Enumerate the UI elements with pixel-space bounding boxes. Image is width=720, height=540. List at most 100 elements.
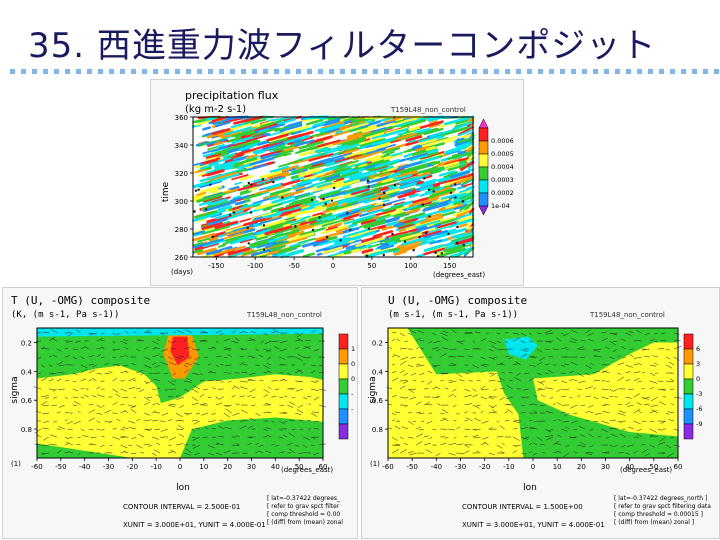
precip-streak <box>239 175 254 181</box>
plot-note: [ (diff) from (mean) zonal <box>267 519 343 526</box>
vector-arrow <box>493 356 497 359</box>
precip-streak <box>316 215 332 222</box>
precip-dot <box>422 177 426 180</box>
u-ylabel: sigma <box>368 376 378 403</box>
precip-streak <box>192 248 203 254</box>
vector-arrow <box>391 419 395 422</box>
vector-arrow <box>433 364 441 368</box>
vector-arrow <box>668 419 675 422</box>
title-dot <box>604 69 609 74</box>
vector-arrow <box>42 404 49 406</box>
vector-arrow <box>100 428 105 431</box>
vector-arrow <box>204 356 208 358</box>
title-dot-row <box>10 69 719 74</box>
precip-streak <box>321 224 349 235</box>
x-tick-label: 50 <box>295 463 304 471</box>
vector-arrow <box>569 370 574 374</box>
vector-arrow <box>96 372 102 375</box>
precip-streak <box>455 212 474 221</box>
title-dot <box>450 69 455 74</box>
precip-streak <box>396 118 422 128</box>
vector-arrow <box>617 362 625 366</box>
vector-arrow <box>636 433 642 438</box>
vector-arrow <box>665 412 670 415</box>
vector-arrow <box>268 386 272 390</box>
vector-arrow <box>416 401 422 406</box>
x-tick-label: -50 <box>288 262 299 270</box>
vector-arrow <box>263 388 270 394</box>
vector-arrow <box>112 401 118 406</box>
precip-dot <box>325 235 329 239</box>
precip-streak <box>366 147 387 156</box>
precip-streak <box>416 171 431 178</box>
precip-streak <box>437 221 457 229</box>
vector-arrow <box>472 394 479 398</box>
precip-streak <box>208 217 229 226</box>
precip-streak <box>245 184 258 191</box>
vector-arrow <box>88 404 94 406</box>
precip-streak <box>308 215 327 222</box>
t-xunit: (degrees_east) <box>281 466 333 474</box>
title-dot <box>76 69 81 74</box>
precip-streak <box>414 212 433 221</box>
vector-arrow <box>493 388 497 391</box>
vector-arrow <box>408 364 414 368</box>
vector-arrow <box>295 356 303 361</box>
precip-streak <box>299 226 329 237</box>
precip-dot <box>382 191 386 195</box>
precip-streak <box>278 244 302 253</box>
precip-streak <box>266 171 289 180</box>
vector-arrow <box>424 442 431 446</box>
x-tick-label: -150 <box>208 262 224 270</box>
vector-arrow <box>297 353 304 358</box>
vector-arrow <box>457 355 465 358</box>
t-composite-panel: T (U, -OMG) composite (K, (m s-1, Pa s-1… <box>2 287 358 539</box>
precip-streak <box>191 193 206 200</box>
vector-arrow <box>585 452 593 456</box>
precip-streak <box>241 127 257 134</box>
vector-arrow <box>650 404 658 407</box>
vector-arrow <box>272 328 280 334</box>
vector-arrow <box>312 411 320 414</box>
vector-arrow <box>303 356 312 358</box>
vector-arrow <box>456 426 460 430</box>
title-dot <box>505 69 510 74</box>
vector-arrow <box>441 409 449 414</box>
precip-streak <box>196 247 217 256</box>
u-units-line: XUNIT = 3.000E+01, YUNIT = 4.000E-01 <box>462 521 605 529</box>
vector-arrow <box>136 348 141 352</box>
vector-arrow <box>199 394 205 398</box>
precip-streak <box>447 170 458 176</box>
precip-xticks: -150 -100 -50 0 50 100 150 <box>208 257 456 270</box>
vector-arrow <box>50 434 57 438</box>
title-dot <box>406 69 411 74</box>
precip-streak <box>386 191 398 196</box>
vector-arrow <box>637 380 642 383</box>
vector-arrow <box>155 402 161 406</box>
vector-arrow <box>259 379 264 382</box>
vector-arrow <box>394 411 401 414</box>
vector-arrow <box>464 403 473 406</box>
title-dot <box>186 69 191 74</box>
vector-arrow <box>211 412 216 416</box>
vector-arrow <box>652 355 658 358</box>
vector-arrow <box>488 340 497 344</box>
precip-streak <box>214 143 225 149</box>
precip-streak <box>419 120 444 129</box>
precip-streak <box>239 126 257 133</box>
vector-arrow <box>130 409 137 414</box>
vector-arrow <box>176 396 185 400</box>
vector-arrow <box>480 385 486 390</box>
vector-arrow <box>440 442 447 446</box>
vector-arrow <box>441 347 449 350</box>
y-tick-label: 360 <box>175 114 188 122</box>
vector-arrow <box>274 444 280 447</box>
precip-streak <box>374 170 391 177</box>
precip-streak <box>271 195 295 204</box>
vector-arrow <box>577 394 581 398</box>
precip-streak <box>342 152 359 159</box>
vector-arrow <box>172 372 177 376</box>
vector-arrow <box>448 428 455 431</box>
title-dot <box>439 69 444 74</box>
